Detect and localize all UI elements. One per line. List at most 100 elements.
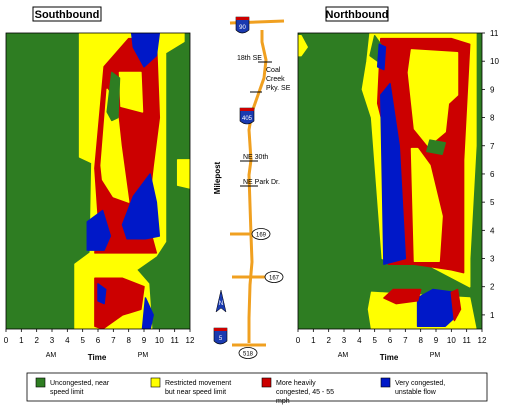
x-tick-label: 11: [171, 336, 180, 345]
y-tick-label: 7: [490, 142, 495, 151]
sr167-oval-icon: 167: [264, 271, 284, 283]
northbound-x-axis-title: Time: [380, 353, 399, 362]
x-tick-label: 11: [463, 336, 472, 345]
congestion-region-very: [130, 33, 161, 68]
congestion-region-restricted: [118, 71, 144, 113]
congestion-region-very: [97, 283, 107, 305]
legend-label-uncongested: Uncongested, near speed limit: [50, 380, 110, 396]
congestion-region-heavy: [383, 288, 422, 305]
x-tick-label: 5: [80, 336, 85, 345]
x-tick-label: 4: [357, 336, 362, 345]
y-tick-label: 11: [490, 29, 499, 38]
southbound-am-label: AM: [46, 352, 57, 359]
southbound-pm-label: PM: [138, 352, 149, 359]
congestion-region-very: [141, 297, 154, 329]
north-arrow-label: N: [219, 301, 223, 307]
label-coal-creek: Coal Creek Pky. SE: [266, 67, 291, 92]
congestion-region-heavy: [94, 277, 145, 329]
x-tick-label: 10: [155, 336, 164, 345]
north-arrow-icon: N: [215, 289, 227, 313]
congestion-region-restricted: [298, 35, 308, 57]
x-tick-label: 5: [372, 336, 377, 345]
x-tick-label: 0: [4, 336, 9, 345]
x-tick-label: 8: [126, 336, 131, 345]
x-tick-label: 10: [447, 336, 456, 345]
congestion-region-heavy: [450, 288, 462, 322]
i90-shield-label: 90: [239, 25, 246, 31]
northbound-title: Northbound: [326, 9, 389, 21]
x-tick-label: 0: [296, 336, 301, 345]
sr518-label: 518: [243, 352, 254, 358]
legend-swatch-uncongested: [35, 377, 46, 388]
congestion-region-uncongested: [426, 139, 446, 155]
congestion-region-restricted: [410, 147, 443, 263]
y-tick-label: 2: [490, 283, 495, 292]
y-tick-label: 6: [490, 170, 495, 179]
i5-shield-label: 5: [219, 336, 223, 342]
legend-swatch-restricted: [150, 377, 161, 388]
y-tick-label: 5: [490, 198, 495, 207]
congestion-region-very: [121, 173, 161, 240]
congestion-region-very: [376, 43, 387, 71]
legend-swatch-heavy: [261, 377, 272, 388]
sr518-oval-icon: 518: [238, 347, 258, 359]
x-tick-label: 3: [50, 336, 55, 345]
legend-box: [26, 372, 488, 402]
congestion-region-very: [380, 82, 407, 265]
southbound-title: Southbound: [35, 9, 100, 21]
southbound-axes: 0 1 2 3 4 5 6 7 8 9 10 11 12: [4, 32, 195, 345]
sr167-label: 167: [269, 276, 280, 282]
corridor-map: 18th SE Coal Creek Pky. SE NE 30th NE Park…: [213, 16, 291, 359]
congestion-region-very: [86, 209, 112, 251]
y-tick-label: 8: [490, 114, 495, 123]
legend-label-very: Very congested, unstable flow: [395, 380, 445, 396]
northbound-title-box: [325, 6, 389, 22]
x-tick-label: 6: [388, 336, 393, 345]
southbound-heatmap: [6, 33, 190, 329]
northbound-am-label: AM: [338, 352, 349, 359]
southbound-x-axis-title: Time: [88, 353, 107, 362]
y-tick-label: 10: [490, 57, 499, 66]
legend: Uncongested, near speed limit Restricted m…: [26, 372, 488, 405]
x-tick-label: 9: [142, 336, 147, 345]
congestion-region-restricted: [407, 49, 459, 147]
x-tick-label: 1: [311, 336, 316, 345]
x-tick-label: 3: [342, 336, 347, 345]
congestion-region-restricted: [176, 159, 190, 189]
sr169-label: 169: [256, 233, 267, 239]
x-tick-label: 9: [434, 336, 439, 345]
y-tick-label: 9: [490, 85, 495, 94]
northbound-heatmap: [298, 33, 482, 329]
legend-swatch-very: [380, 377, 391, 388]
x-tick-label: 6: [96, 336, 101, 345]
i405-shield-label: 405: [242, 116, 253, 122]
congestion-region-uncongested: [106, 71, 121, 122]
y-tick-label: 4: [490, 226, 495, 235]
x-tick-label: 12: [186, 336, 195, 345]
sr169-oval-icon: 169: [251, 228, 271, 240]
milepost-axis-title: Milepost: [213, 161, 222, 194]
i5-shield-icon: 5: [213, 327, 228, 345]
label-18th-se: 18th SE: [237, 55, 262, 62]
southbound-title-box: [32, 6, 102, 22]
label-ne-30th: NE 30th: [243, 154, 268, 161]
x-tick-label: 7: [111, 336, 116, 345]
x-tick-label: 1: [19, 336, 24, 345]
legend-label-heavy: More heavily congested, 45 - 55 mph: [276, 380, 334, 405]
i90-shield-icon: 90: [235, 16, 250, 34]
x-tick-label: 2: [326, 336, 331, 345]
x-tick-label: 7: [403, 336, 408, 345]
x-tick-label: 4: [65, 336, 70, 345]
legend-label-restricted: Restricted movement but near speed limit: [165, 380, 231, 396]
y-tick-label: 3: [490, 255, 495, 264]
x-tick-label: 2: [34, 336, 39, 345]
congestion-region-restricted: [100, 88, 130, 203]
northbound-pm-label: PM: [430, 352, 441, 359]
x-tick-label: 8: [418, 336, 423, 345]
x-tick-label: 12: [478, 336, 487, 345]
label-ne-park-dr: NE Park Dr.: [243, 179, 280, 186]
i405-shield-icon: 405: [239, 107, 255, 125]
y-tick-label: 1: [490, 311, 495, 320]
